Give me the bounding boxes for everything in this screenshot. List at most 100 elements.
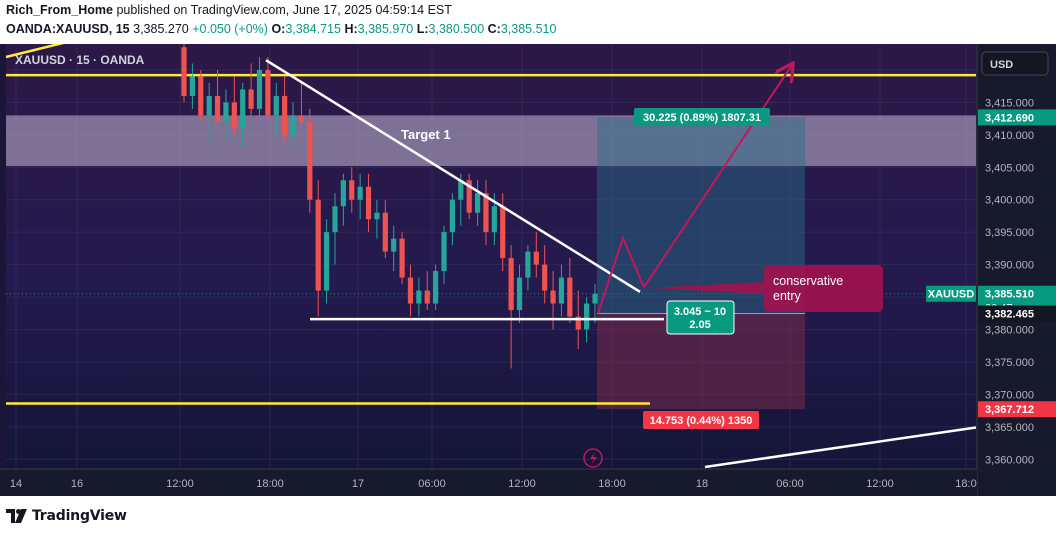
candles xyxy=(181,44,598,369)
candle-body xyxy=(214,95,221,122)
y-tick-label: 3,395.000 xyxy=(985,227,1034,239)
candle-body xyxy=(407,277,414,304)
x-tick-label: 18 xyxy=(696,478,708,490)
current-price-label: 3,385.510 xyxy=(985,289,1034,301)
high-value: 3,385.970 xyxy=(357,22,414,36)
candle-body xyxy=(584,303,590,330)
candle-body xyxy=(240,89,246,129)
candle-body xyxy=(248,89,254,109)
tradingview-logo[interactable]: TradingView xyxy=(6,507,127,525)
tradingview-logo-icon xyxy=(6,509,27,523)
publish-info: Rich_From_Home published on TradingView.… xyxy=(6,3,452,17)
time-axis[interactable]: 14 16 12:00 18:00 17 06:00 12:00 18:00 18 06:00 12… xyxy=(0,468,977,496)
candle-body xyxy=(508,258,514,311)
candle-body xyxy=(273,95,279,116)
callout-text-line1: conservative xyxy=(773,274,843,288)
candle-body xyxy=(550,290,556,304)
profit-label: 30.225 (0.89%) 1807.31 xyxy=(643,112,761,124)
ohlc-line: OANDA:XAUUSD, 15 3,385.270 +0.050 (+0%) … xyxy=(6,22,556,36)
candle-body xyxy=(575,316,581,330)
y-tick-label: 3,390.000 xyxy=(985,260,1034,272)
y-tick-label: 3,400.000 xyxy=(985,195,1034,207)
chart-title: XAUUSD · 15 · OANDA xyxy=(15,53,145,67)
target-zone xyxy=(6,115,976,166)
candle-body xyxy=(189,76,195,96)
projection-path xyxy=(597,235,645,314)
y-tick-label: 3,370.000 xyxy=(985,389,1034,401)
candle-body xyxy=(332,206,338,233)
x-tick-label: 18:0 xyxy=(955,478,976,490)
candle-body xyxy=(592,293,598,304)
x-tick-label: 12:00 xyxy=(508,478,536,490)
x-tick-label: 12:00 xyxy=(866,478,894,490)
candle-body xyxy=(424,290,430,304)
candle-body xyxy=(449,199,456,233)
candle-body xyxy=(315,199,321,291)
loss-label: 14.753 (0.44%) 1350 xyxy=(650,415,753,427)
candle-body xyxy=(466,180,472,213)
descending-trendline xyxy=(265,59,641,293)
x-tick-label: 06:00 xyxy=(418,478,446,490)
candle-body xyxy=(558,277,565,304)
candle-body xyxy=(382,212,388,252)
candle-body xyxy=(399,238,405,278)
candle-body xyxy=(307,121,313,200)
candle-body xyxy=(206,95,212,116)
candle-body xyxy=(223,102,229,122)
candle-body xyxy=(256,69,263,109)
profit-label-box xyxy=(634,108,770,126)
x-tick-label: 18:00 xyxy=(256,478,284,490)
lightning-icon xyxy=(583,448,603,468)
time-axis-bg xyxy=(0,469,977,496)
candle-body xyxy=(181,47,187,96)
footer: TradingView xyxy=(0,496,1056,535)
y-tick-label: 3,375.000 xyxy=(985,357,1034,369)
target-arrow xyxy=(643,65,792,288)
y-tick-label: 3,410.000 xyxy=(985,130,1034,142)
candle-body xyxy=(567,277,573,317)
currency-button[interactable] xyxy=(981,51,1049,76)
candle-body xyxy=(323,232,330,291)
candle-body xyxy=(357,186,363,200)
y-tick-label: 3,365.000 xyxy=(985,422,1034,434)
candle-body xyxy=(533,251,539,265)
candle-body xyxy=(391,238,397,252)
symbol-tag-box xyxy=(926,285,976,302)
author-name[interactable]: Rich_From_Home xyxy=(6,3,113,17)
x-tick-label: 14 xyxy=(10,478,22,490)
y-tick-label: 3,405.000 xyxy=(985,162,1034,174)
low-label: L: xyxy=(416,22,429,36)
candle-body xyxy=(349,180,355,200)
upper-trend-segment xyxy=(5,44,64,59)
stop-price-label: 3,367.712 xyxy=(985,404,1034,416)
trade-zones xyxy=(6,115,976,410)
candle-body xyxy=(265,69,271,116)
loss-label-box xyxy=(643,411,759,429)
candle-body xyxy=(433,271,439,304)
symbol-tag: XAUUSD xyxy=(928,289,975,301)
callout-box xyxy=(764,265,883,312)
price-change: +0.050 (+0%) xyxy=(192,22,268,36)
candle-body xyxy=(491,206,497,233)
stop-price-box xyxy=(978,401,1056,418)
chart-header: Rich_From_Home published on TradingView.… xyxy=(0,0,1056,44)
plot-area[interactable] xyxy=(6,44,976,469)
symbol-line: OANDA:XAUUSD, 15 xyxy=(6,22,130,36)
drawings xyxy=(265,59,977,469)
open-value: 3,384.715 xyxy=(285,22,341,36)
entry-price-label: 3,382.465 xyxy=(985,309,1034,321)
candle-body xyxy=(525,251,531,278)
ratio-line2: 2.05 xyxy=(689,319,710,331)
candle-body xyxy=(474,193,481,213)
publish-text: published on TradingView.com, June 17, 2… xyxy=(116,3,452,17)
high-label: H: xyxy=(344,22,358,36)
last-price: 3,385.270 xyxy=(133,22,189,36)
candle-body xyxy=(340,180,346,207)
lightning-bolt xyxy=(590,452,597,465)
tradingview-wordmark: TradingView xyxy=(32,508,127,524)
y-tick-label: 3,360.000 xyxy=(985,454,1034,466)
candle-body xyxy=(282,95,288,135)
y-tick-label: 3,415.000 xyxy=(985,97,1034,109)
entry-price-box xyxy=(978,305,1056,322)
